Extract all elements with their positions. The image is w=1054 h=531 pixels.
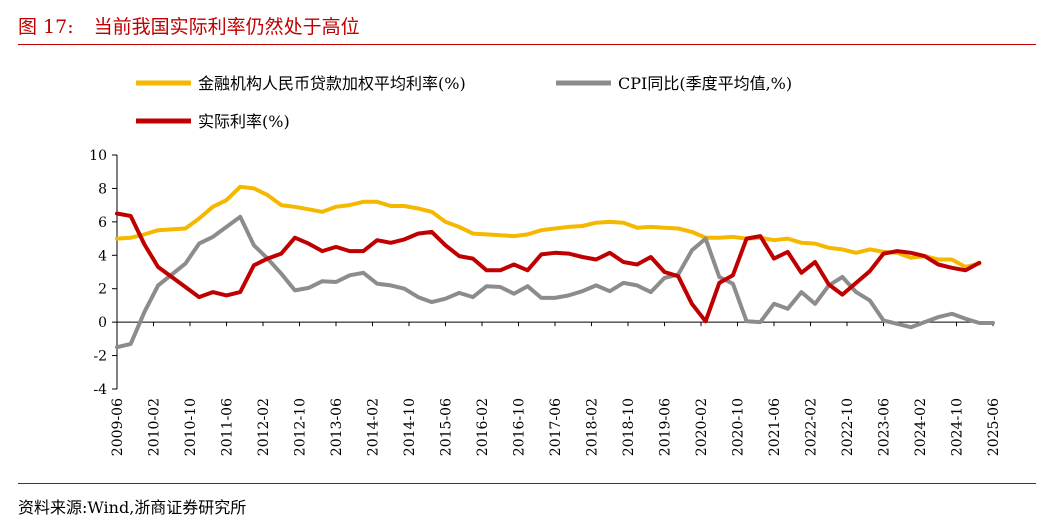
x-tick-label: 2011-06 — [220, 398, 236, 456]
x-tick-label: 2018-10 — [621, 398, 637, 456]
x-tick-label: 2015-06 — [439, 398, 455, 456]
y-tick-label: 6 — [98, 215, 107, 231]
x-tick-label: 2009-06 — [110, 398, 126, 456]
x-tick-label: 2023-06 — [877, 398, 893, 456]
x-tick-label: 2020-10 — [731, 398, 747, 456]
footer-divider — [18, 483, 1036, 484]
x-tick-label: 2012-10 — [293, 398, 309, 456]
x-tick-label: 2024-10 — [950, 398, 966, 456]
y-tick-label: 2 — [98, 282, 107, 298]
legend-label-3: 实际利率(%) — [198, 112, 290, 131]
x-tick-label: 2010-02 — [147, 398, 163, 456]
y-tick-label: 8 — [98, 181, 107, 197]
x-tick-label: 2014-10 — [402, 398, 418, 456]
y-tick-label: 0 — [98, 315, 107, 331]
x-tick-label: 2013-06 — [329, 398, 345, 456]
x-tick-label: 2021-06 — [767, 398, 783, 456]
legend-label-2: CPI同比(季度平均值,%) — [618, 74, 792, 93]
series-line-1 — [115, 184, 982, 269]
series-line-2 — [115, 214, 995, 350]
x-tick-label: 2016-10 — [512, 398, 528, 456]
figure-number: 图 17: — [18, 16, 74, 38]
x-tick-label: 2025-06 — [986, 398, 1002, 456]
legend-label-1: 金融机构人民币贷款加权平均利率(%) — [198, 74, 466, 93]
x-tick-label: 2016-02 — [475, 398, 491, 456]
figure-title: 当前我国实际利率仍然处于高位 — [93, 16, 360, 38]
x-tick-label: 2024-02 — [913, 398, 929, 456]
y-tick-label: 10 — [89, 148, 107, 164]
header-divider — [18, 44, 1036, 45]
y-tick-label: 4 — [98, 248, 107, 264]
figure-header: 图 17: 当前我国实际利率仍然处于高位 — [18, 12, 360, 39]
y-tick-label: -4 — [93, 382, 107, 398]
x-tick-label: 2010-10 — [183, 398, 199, 456]
x-tick-label: 2018-02 — [585, 398, 601, 456]
y-tick-label: -2 — [93, 349, 107, 365]
x-tick-label: 2022-02 — [804, 398, 820, 456]
x-tick-label: 2014-02 — [366, 398, 382, 456]
x-tick-label: 2012-02 — [256, 398, 272, 456]
source-note: 资料来源:Wind,浙商证券研究所 — [18, 498, 247, 517]
series-line-3 — [115, 211, 982, 324]
x-tick-label: 2022-10 — [840, 398, 856, 456]
x-tick-label: 2020-02 — [694, 398, 710, 456]
x-tick-label: 2019-06 — [658, 398, 674, 456]
x-tick-label: 2017-06 — [548, 398, 564, 456]
